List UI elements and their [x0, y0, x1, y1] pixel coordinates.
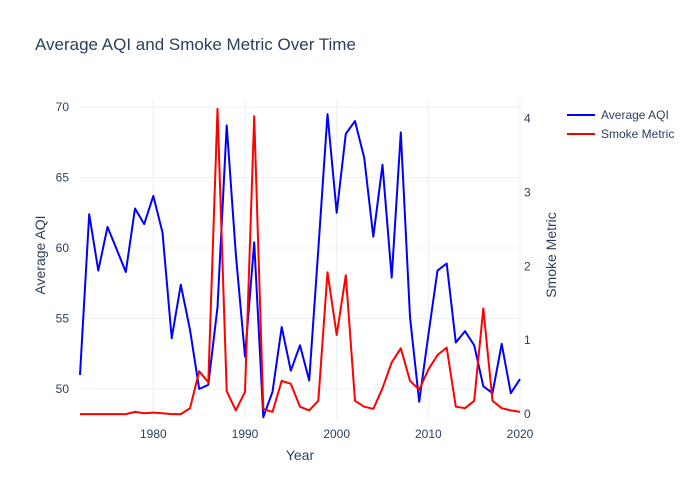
series-line-smoke-metric [80, 107, 521, 416]
y-axis-title: Average AQI [32, 215, 48, 294]
x-axis-title: Year [286, 447, 315, 463]
axis-ticks: 1980 1990 2000 2010 2020 50 55 60 65 70 0 1 2 3 4 [56, 100, 534, 441]
x-tick-label: 2020 [507, 427, 534, 441]
chart-title: Average AQI and Smoke Metric Over Time [35, 35, 356, 54]
x-tick-label: 1980 [140, 427, 167, 441]
y2-tick-label: 2 [524, 259, 531, 273]
x-tick-label: 2000 [323, 427, 350, 441]
y2-tick-label: 0 [524, 407, 531, 421]
legend-label-smoke-metric[interactable]: Smoke Metric [601, 127, 674, 141]
legend: Average AQI Smoke Metric [567, 108, 674, 141]
y2-axis-title: Smoke Metric [543, 212, 559, 298]
y-tick-label: 60 [56, 241, 70, 255]
legend-label-average-aqi[interactable]: Average AQI [601, 108, 669, 122]
x-tick-label: 1990 [232, 427, 259, 441]
y-tick-label: 50 [56, 382, 70, 396]
plot-area [79, 107, 521, 419]
gridlines [80, 100, 521, 420]
y-tick-label: 70 [56, 100, 70, 114]
series-line-average-aqi [79, 113, 521, 419]
y2-tick-label: 4 [524, 111, 531, 125]
y2-tick-label: 3 [524, 185, 531, 199]
x-tick-label: 2010 [415, 427, 442, 441]
y-tick-label: 65 [56, 171, 70, 185]
y-tick-label: 55 [56, 312, 70, 326]
y2-tick-label: 1 [524, 333, 531, 347]
